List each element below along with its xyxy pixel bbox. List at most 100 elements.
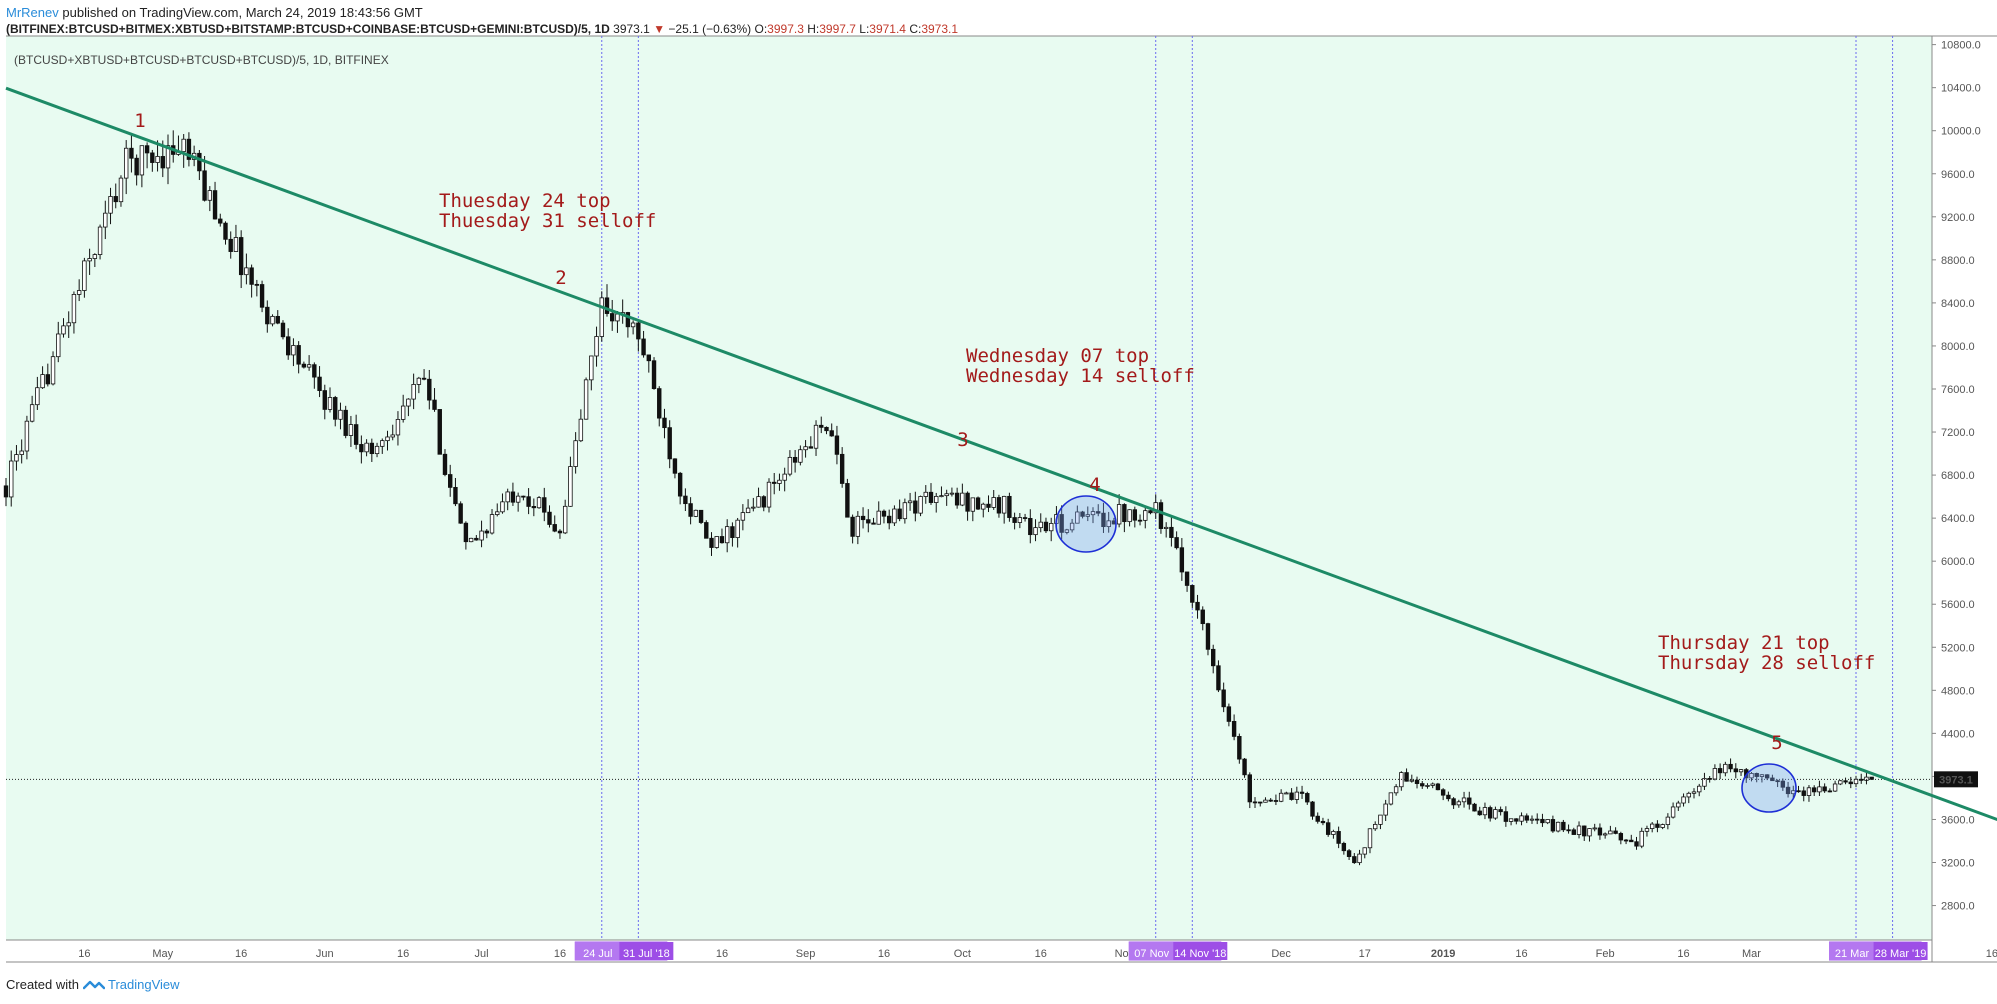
- candle-body: [1608, 830, 1613, 835]
- candle-body: [1582, 825, 1587, 837]
- candle-body: [860, 515, 866, 521]
- candle-body: [144, 145, 150, 154]
- candle-body: [322, 390, 327, 410]
- candle-body: [1796, 790, 1801, 793]
- author-link[interactable]: MrRenev: [6, 5, 59, 20]
- y-tick-label: 10800.0: [1941, 40, 1981, 52]
- candle-body: [1461, 797, 1467, 803]
- candle-body: [249, 267, 254, 285]
- candle-body: [286, 336, 291, 356]
- y-tick-label: 8000.0: [1941, 341, 1975, 353]
- candle-body: [1634, 841, 1639, 847]
- candle-body: [66, 322, 71, 327]
- candle-body: [1524, 815, 1529, 821]
- annotation-text: Wednesday 14 selloff: [966, 365, 1195, 387]
- candle-body: [1132, 509, 1138, 521]
- candle-body: [421, 377, 427, 380]
- candle-body: [1519, 815, 1524, 822]
- candle-body: [636, 322, 641, 340]
- time-axis[interactable]: [6, 940, 1932, 962]
- candle-body: [134, 157, 139, 176]
- candle-body: [108, 196, 113, 214]
- close-value: 3973.1: [921, 22, 959, 36]
- candle-body: [1378, 814, 1383, 825]
- candle-body: [186, 138, 192, 160]
- candle-body: [1456, 801, 1462, 806]
- candle-body: [1472, 803, 1477, 812]
- candle-body: [1691, 791, 1697, 794]
- candle-body: [1216, 665, 1221, 691]
- candle-body: [1331, 831, 1336, 835]
- candle-body: [1278, 792, 1284, 802]
- candle-body: [772, 481, 777, 484]
- candle-body: [1101, 512, 1106, 528]
- candle-body: [1665, 816, 1671, 825]
- candle-body: [395, 418, 401, 436]
- candle-body: [808, 446, 814, 449]
- highlight-date-box: [1829, 942, 1876, 960]
- x-tick-label: 16: [1515, 948, 1527, 960]
- candle-body: [1514, 818, 1519, 822]
- publish-header: MrRenev published on TradingView.com, Ma…: [6, 4, 423, 21]
- candle-body: [1853, 778, 1859, 785]
- candle-body: [730, 526, 735, 538]
- candle-body: [312, 364, 317, 378]
- candle-body: [923, 491, 928, 497]
- tradingview-brand-link[interactable]: TradingView: [108, 977, 180, 992]
- plot-area[interactable]: [6, 36, 1932, 940]
- candle-body: [1618, 833, 1624, 841]
- candle-body: [1357, 853, 1362, 864]
- candle-body: [1017, 517, 1023, 523]
- last-price: 3973.1: [613, 22, 650, 36]
- candle-body: [1195, 601, 1200, 611]
- candle-body: [970, 497, 976, 512]
- candle-body: [202, 170, 207, 201]
- candle-body: [380, 440, 385, 447]
- open-value: 3997.3: [767, 22, 804, 36]
- candle-body: [1508, 818, 1514, 822]
- candle-body: [688, 503, 693, 517]
- candle-body: [1231, 721, 1237, 737]
- candle-body: [197, 152, 202, 172]
- touch-circle-5: [1741, 763, 1797, 813]
- candle-body: [1843, 780, 1848, 783]
- candle-body: [453, 486, 458, 505]
- candle-body: [1780, 780, 1786, 788]
- candle-body: [792, 456, 798, 463]
- candle-body: [672, 458, 678, 474]
- candle-body: [1498, 809, 1503, 813]
- candle-body: [1341, 842, 1347, 852]
- x-tick-label: 16: [716, 948, 728, 960]
- candle-body: [871, 522, 876, 525]
- candle-body: [1503, 811, 1509, 822]
- low-label: L:: [859, 22, 870, 36]
- candle-body: [542, 497, 547, 513]
- candle-body: [1487, 807, 1493, 819]
- candle-body: [1305, 793, 1310, 803]
- candle-body: [1169, 526, 1174, 538]
- candle-body: [228, 238, 233, 252]
- candle-body: [521, 495, 526, 498]
- y-tick-label: 2800.0: [1941, 901, 1975, 913]
- touch-circle-4: [1055, 495, 1117, 553]
- candle-body: [14, 454, 19, 462]
- candle-body: [745, 507, 751, 514]
- candle-body: [630, 322, 636, 328]
- published-text: published on TradingView.com, March 24, …: [62, 5, 423, 20]
- x-tick-label: 16: [1677, 948, 1689, 960]
- x-tick-label: Feb: [1596, 948, 1615, 960]
- candle-body: [881, 510, 887, 517]
- candle-body: [458, 503, 463, 524]
- close-label: C:: [909, 22, 922, 36]
- candle-body: [1785, 786, 1791, 795]
- candle-body: [1639, 830, 1644, 847]
- candle-body: [552, 524, 557, 532]
- x-tick-label: 16: [554, 948, 566, 960]
- candle-body: [1362, 847, 1367, 855]
- candle-body: [1759, 774, 1765, 777]
- candle-body: [495, 511, 500, 515]
- chart-subtitle: (BTCUSD+XBTUSD+BTCUSD+BTCUSD+BTCUSD)/5, …: [14, 53, 389, 67]
- candle-body: [1571, 829, 1576, 835]
- trendline[interactable]: [5, 86, 1997, 833]
